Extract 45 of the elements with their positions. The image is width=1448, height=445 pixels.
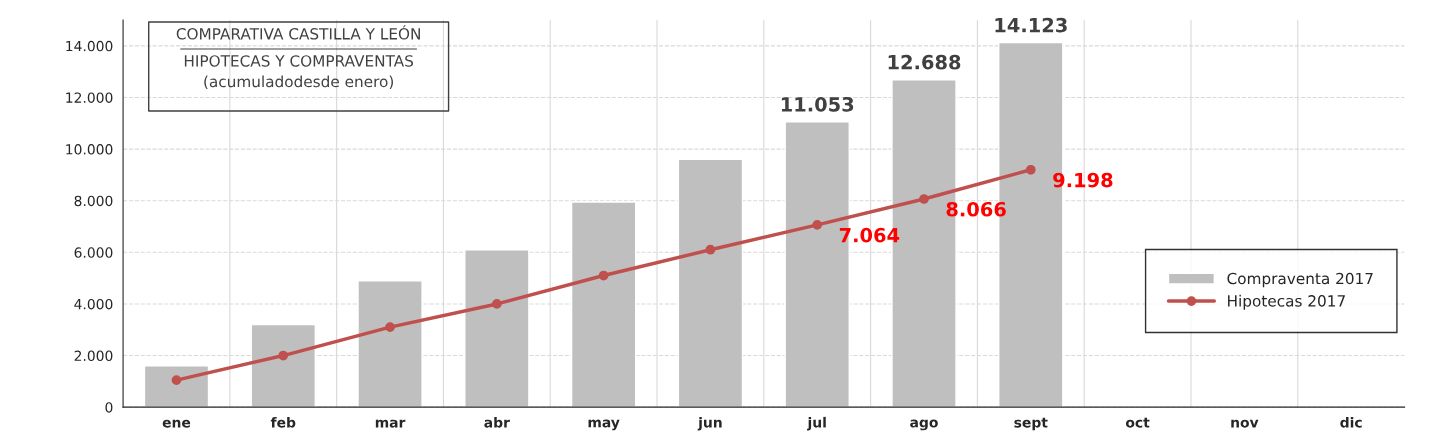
legend-label: Compraventa 2017 (1227, 272, 1373, 288)
y-tick-label: 2.000 (74, 350, 113, 362)
bar (570, 201, 637, 408)
bar (250, 323, 316, 408)
x-tick-label: ago (910, 419, 938, 431)
x-tick-label: ene (162, 419, 191, 428)
y-tick-label: 6.000 (74, 247, 113, 258)
point (705, 244, 716, 255)
bar (357, 280, 423, 408)
data-label: 8.066 (946, 201, 1006, 217)
y-tick-label: 0 (105, 402, 113, 413)
y-tick-label: 8.000 (74, 195, 113, 207)
point (278, 350, 289, 361)
bar (677, 158, 744, 408)
text: HIPOTECAS Y COMPRAVENTAS (acumuladodesde enero) (184, 55, 414, 90)
y-tick-label: 4.000 (74, 298, 113, 310)
bar (143, 365, 210, 408)
x-tick-label: sept (1014, 417, 1048, 431)
point (491, 299, 502, 309)
x-tick-label: may (588, 419, 620, 431)
data-label: 12.688 (888, 54, 961, 70)
point (919, 194, 929, 204)
x-tick-label: jun (697, 416, 722, 431)
point (385, 322, 395, 333)
x-tick-label: jul (807, 416, 826, 431)
y-tick-label: 14.000 (66, 40, 113, 52)
x-tick-label: dic (1340, 416, 1362, 428)
point (598, 270, 609, 281)
data-label: 7.064 (839, 227, 900, 243)
y-tick-label: 12.000 (66, 92, 113, 103)
point (1025, 164, 1036, 175)
chart-title: COMPARATIVA CASTILLA Y LEÓN (176, 25, 420, 40)
y-tick-label: 10.000 (66, 144, 113, 155)
data-label: 9.198 (1053, 172, 1113, 188)
x-tick-label: abr (484, 416, 510, 428)
x-tick-label: oct (1125, 417, 1150, 428)
point (171, 375, 182, 385)
data-label: 14.123 (995, 17, 1067, 33)
bar (464, 249, 530, 408)
x-tick-label: feb (270, 416, 296, 428)
point (812, 219, 823, 230)
data-label: 11.053 (781, 96, 854, 112)
x-tick-label: nov (1231, 419, 1259, 428)
legend-label: Hipotecas 2017 (1228, 294, 1345, 310)
x-tick-label: mar (375, 419, 406, 428)
